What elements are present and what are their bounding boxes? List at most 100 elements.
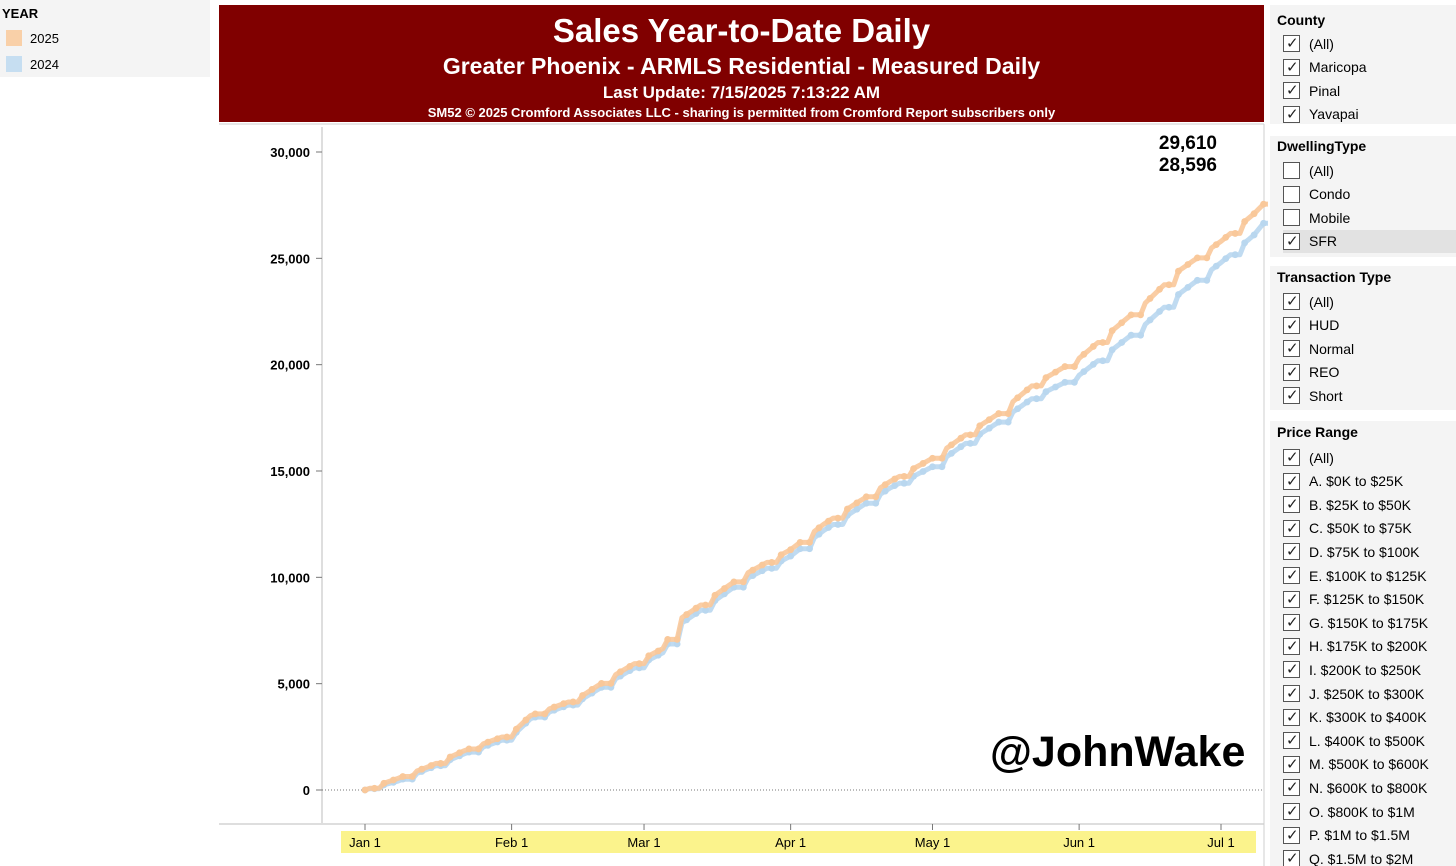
checkbox[interactable] xyxy=(1283,708,1300,726)
filter-option-transaction-type[interactable]: REO xyxy=(1283,361,1456,384)
series-point-2025 xyxy=(550,703,558,711)
filter-option-county[interactable]: Pinal xyxy=(1283,79,1456,102)
checkbox[interactable] xyxy=(1283,849,1300,866)
filter-option-price-range[interactable]: F. $125K to $150K xyxy=(1283,588,1456,611)
checkbox[interactable] xyxy=(1283,339,1300,358)
series-point-2025 xyxy=(919,460,927,467)
checkbox[interactable] xyxy=(1283,566,1300,584)
legend-swatch-2024 xyxy=(6,56,22,72)
series-point-2024 xyxy=(702,606,709,614)
checkbox[interactable] xyxy=(1283,495,1300,514)
series-point-2025 xyxy=(588,686,596,693)
series-2025 xyxy=(361,200,1268,794)
filter-option-price-range[interactable]: P. $1M to $1.5M xyxy=(1283,824,1456,847)
legend-title: YEAR xyxy=(2,6,39,21)
filter-option-price-range[interactable]: B. $25K to $50K xyxy=(1283,493,1456,516)
filter-option-price-range[interactable]: O. $800K to $1M xyxy=(1283,800,1456,823)
series-point-2025 xyxy=(1212,241,1220,249)
filter-option-dwellingtype[interactable]: Mobile xyxy=(1283,206,1456,229)
checkbox[interactable] xyxy=(1283,542,1300,561)
checkbox[interactable] xyxy=(1283,637,1300,655)
series-point-2025 xyxy=(1193,254,1201,262)
filter-option-transaction-type[interactable]: HUD xyxy=(1283,314,1456,337)
checkbox[interactable] xyxy=(1283,386,1300,405)
chart-subtitle: Greater Phoenix - ARMLS Residential - Me… xyxy=(442,53,1041,79)
checkbox[interactable] xyxy=(1283,34,1300,52)
series-point-2025 xyxy=(862,493,870,501)
copyright-credit: SM52 © 2025 Cromford Associates LLC - sh… xyxy=(427,105,1056,120)
series-point-2025 xyxy=(834,514,842,522)
filter-option-price-range[interactable]: A. $0K to $25K xyxy=(1283,470,1456,493)
x-tick-label: Mar 1 xyxy=(627,835,660,850)
checkbox[interactable] xyxy=(1283,755,1300,773)
series-point-2025 xyxy=(683,611,690,618)
checkbox[interactable] xyxy=(1283,448,1300,466)
checkbox[interactable] xyxy=(1283,209,1300,227)
checkbox[interactable] xyxy=(1283,590,1300,608)
filter-option-county[interactable]: Yavapai xyxy=(1283,103,1456,126)
filter-option-price-range[interactable]: M. $500K to $600K xyxy=(1283,753,1456,776)
checkbox[interactable] xyxy=(1283,292,1300,310)
filter-option-transaction-type[interactable]: Normal xyxy=(1283,337,1456,360)
series-point-2025 xyxy=(985,416,993,424)
filter-option-price-range[interactable]: C. $50K to $75K xyxy=(1283,517,1456,540)
filter-option-price-range[interactable]: H. $175K to $200K xyxy=(1283,635,1456,658)
checkbox[interactable] xyxy=(1283,316,1300,334)
filter-option-dwellingtype[interactable]: SFR xyxy=(1283,229,1456,253)
checkbox[interactable] xyxy=(1283,519,1300,537)
checkbox[interactable] xyxy=(1283,232,1300,250)
filter-option-price-range[interactable]: K. $300K to $400K xyxy=(1283,706,1456,729)
checkbox[interactable] xyxy=(1283,613,1300,632)
watermark-handle: @JohnWake xyxy=(990,728,1246,776)
checkbox[interactable] xyxy=(1283,778,1300,797)
y-tick-label: 30,000 xyxy=(270,145,310,160)
filter-option-dwellingtype[interactable]: (All) xyxy=(1283,159,1456,182)
checkbox[interactable] xyxy=(1283,802,1300,820)
series-point-2025 xyxy=(1014,394,1022,402)
series-point-2025 xyxy=(910,465,917,473)
filter-option-price-range[interactable]: D. $75K to $100K xyxy=(1283,540,1456,563)
filter-option-transaction-type[interactable]: (All) xyxy=(1283,290,1456,313)
checkbox[interactable] xyxy=(1283,826,1300,844)
series-point-2025 xyxy=(1080,350,1088,358)
checkbox[interactable] xyxy=(1283,731,1300,750)
series-point-2024 xyxy=(739,583,747,591)
filter-group-transaction-type: Transaction Type (All) HUD Normal REO Short xyxy=(1270,266,1456,410)
checkbox[interactable] xyxy=(1283,684,1300,702)
series-point-2025 xyxy=(541,710,549,718)
filter-option-price-range[interactable]: (All) xyxy=(1283,446,1456,469)
filter-option-price-range[interactable]: J. $250K to $300K xyxy=(1283,682,1456,705)
series-point-2024 xyxy=(1250,231,1258,239)
filter-option-price-range[interactable]: G. $150K to $175K xyxy=(1283,611,1456,634)
series-point-2025 xyxy=(881,481,889,489)
checkbox[interactable] xyxy=(1283,660,1300,679)
legend-item-2025[interactable]: 2025 xyxy=(6,28,59,48)
filter-option-price-range[interactable]: E. $100K to $125K xyxy=(1283,564,1456,587)
filter-option-label: Condo xyxy=(1309,186,1351,203)
filter-option-price-range[interactable]: L. $400K to $500K xyxy=(1283,729,1456,752)
checkbox[interactable] xyxy=(1283,81,1300,100)
checkbox[interactable] xyxy=(1283,105,1300,123)
series-point-2025 xyxy=(702,601,709,609)
filter-option-county[interactable]: Maricopa xyxy=(1283,56,1456,79)
checkbox[interactable] xyxy=(1283,363,1300,381)
series-point-2024 xyxy=(1175,291,1182,298)
filter-option-price-range[interactable]: I. $200K to $250K xyxy=(1283,658,1456,681)
series-point-2025 xyxy=(1241,218,1249,225)
checkbox[interactable] xyxy=(1283,472,1300,490)
series-point-2025 xyxy=(891,475,899,483)
checkbox[interactable] xyxy=(1283,162,1300,179)
y-axis: 0 5,000 10,000 15,000 20,000 25,000 30,000 xyxy=(270,145,322,798)
series-point-2025 xyxy=(1203,254,1211,262)
filter-option-transaction-type[interactable]: Short xyxy=(1283,384,1456,407)
checkbox[interactable] xyxy=(1283,185,1300,203)
series-point-2025 xyxy=(380,779,388,787)
legend-item-2024[interactable]: 2024 xyxy=(6,54,59,74)
filter-option-dwellingtype[interactable]: Condo xyxy=(1283,183,1456,206)
series-point-2025 xyxy=(1184,261,1192,268)
filter-option-price-range[interactable]: N. $600K to $800K xyxy=(1283,776,1456,799)
series-point-2025 xyxy=(408,773,416,780)
filter-option-county[interactable]: (All) xyxy=(1283,32,1456,55)
filter-option-price-range[interactable]: Q. $1.5M to $2M xyxy=(1283,847,1456,866)
checkbox[interactable] xyxy=(1283,58,1300,76)
